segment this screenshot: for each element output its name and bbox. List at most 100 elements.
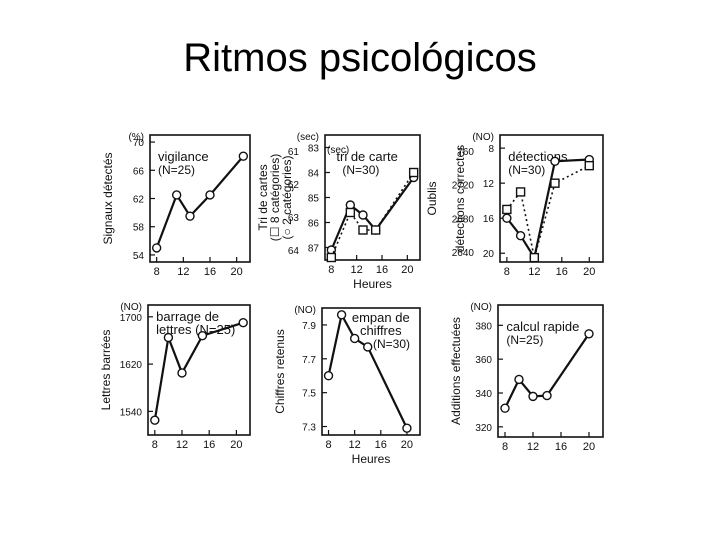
y-tick-label: 7.7: [302, 355, 316, 366]
data-point: [584, 160, 594, 171]
chart-subtitle: (N=30): [508, 163, 545, 177]
plot-frame: [497, 304, 604, 438]
x-tick-label: 20: [401, 264, 413, 276]
chart-subtitle: (N=25): [506, 333, 543, 347]
y-tick-label: 58: [133, 223, 145, 234]
y-tick-label: 380: [475, 321, 492, 332]
y-axis-label: Lettres barrées: [99, 330, 113, 411]
data-point: [515, 187, 526, 197]
chart-title: empan de: [352, 310, 410, 325]
y-tick-label: 320: [475, 423, 492, 434]
x-tick-label: 8: [328, 264, 334, 276]
data-point: [584, 329, 594, 339]
y2-unit-label: (sec): [327, 145, 349, 156]
series-line: [506, 164, 590, 258]
data-point: [529, 252, 540, 263]
data-point: [550, 156, 560, 166]
y-tick-label: 62: [133, 195, 145, 206]
x-tick-label: 20: [230, 439, 242, 451]
data-point: [408, 167, 419, 178]
y-axis-label-2: (☐ 8 catégories): [268, 154, 282, 241]
data-point: [345, 207, 356, 218]
x-tick-label: 12: [527, 441, 539, 453]
y-tick-label: 83: [308, 144, 320, 155]
data-point: [349, 333, 360, 344]
y-tick-label: 54: [133, 251, 145, 262]
x-tick-label: 16: [556, 266, 568, 278]
data-point: [500, 403, 510, 413]
x-tick-label: 8: [152, 439, 158, 451]
chart-title-line2: lettres (N=25): [156, 322, 235, 337]
y-tick-label: 1700: [120, 313, 143, 324]
y-tick-label: 66: [133, 166, 145, 177]
data-point: [177, 368, 187, 378]
data-point: [150, 415, 160, 425]
series-line: [330, 172, 415, 258]
data-point: [171, 190, 182, 200]
data-point: [502, 204, 512, 215]
plot-frame: [499, 134, 604, 263]
y-tick-label: 1620: [120, 360, 143, 371]
chart-subtitle: (N=25): [158, 163, 195, 177]
y-unit-label: (NO): [294, 305, 316, 316]
data-point: [370, 225, 381, 235]
data-point: [515, 231, 526, 241]
data-point: [358, 210, 368, 220]
x-tick-label: 8: [504, 266, 510, 278]
chart-subtitle: (N=30): [373, 337, 410, 351]
y-tick-label: 12: [483, 179, 495, 190]
x-tick-label: 12: [176, 439, 188, 451]
data-point: [205, 190, 215, 200]
data-point: [197, 331, 208, 341]
chart-title: tri de carte: [336, 149, 397, 164]
chart-title: calcul rapide: [506, 319, 579, 334]
x-tick-label: 8: [154, 266, 160, 278]
y2-tick-label: 62: [288, 180, 300, 191]
data-point: [151, 243, 162, 253]
data-point: [336, 310, 347, 320]
chart-title: barrage de: [156, 309, 219, 324]
x-tick-label: 16: [204, 266, 216, 278]
y-axis-label-2: détections correctes: [453, 145, 467, 252]
x-axis-label: Heures: [352, 452, 391, 466]
slide-title: Ritmos psicológicos: [183, 36, 537, 80]
x-tick-label: 16: [375, 439, 387, 451]
data-point: [528, 391, 538, 402]
y-unit-label: (NO): [120, 302, 142, 313]
x-tick-label: 12: [177, 266, 189, 278]
data-point: [363, 342, 373, 352]
series-line: [330, 176, 415, 251]
chart-panel: vigilance(N=25) 54 58 62 66 70 8 12 16 20 (%) Signa…: [101, 132, 251, 278]
chart-title: vigilance: [158, 149, 209, 164]
y-axis-label: Additions effectuées: [449, 317, 463, 425]
y-axis-label: Tri de cartes: [256, 164, 270, 230]
x-tick-label: 20: [583, 441, 595, 453]
data-point: [323, 371, 334, 381]
plot-frame: [147, 304, 251, 436]
y-tick-label: 87: [308, 244, 320, 255]
y-tick-label: 7.3: [302, 423, 316, 434]
x-tick-label: 16: [376, 264, 388, 276]
y-tick-label: 86: [308, 219, 320, 230]
y-tick-label: 8: [488, 144, 494, 155]
y2-tick-label: 61: [288, 147, 300, 158]
data-point: [550, 178, 560, 188]
y2-tick-label: 2640: [452, 248, 475, 259]
x-tick-label: 8: [325, 439, 331, 451]
y-tick-label: 84: [308, 169, 320, 180]
y2-tick-label: 760: [457, 147, 474, 158]
data-point: [238, 318, 248, 328]
y2-tick-label: 64: [288, 246, 300, 257]
y-tick-label: 340: [475, 389, 492, 400]
y-axis-label: Signaux détectés: [101, 152, 115, 244]
y-tick-label: 70: [133, 138, 145, 149]
y2-tick-label: 2720: [452, 181, 475, 192]
y-unit-label: (NO): [472, 132, 494, 143]
data-point: [326, 252, 337, 263]
y-tick-label: 7.9: [302, 321, 316, 332]
y2-tick-label: 2680: [452, 214, 475, 225]
x-tick-label: 12: [528, 266, 540, 278]
